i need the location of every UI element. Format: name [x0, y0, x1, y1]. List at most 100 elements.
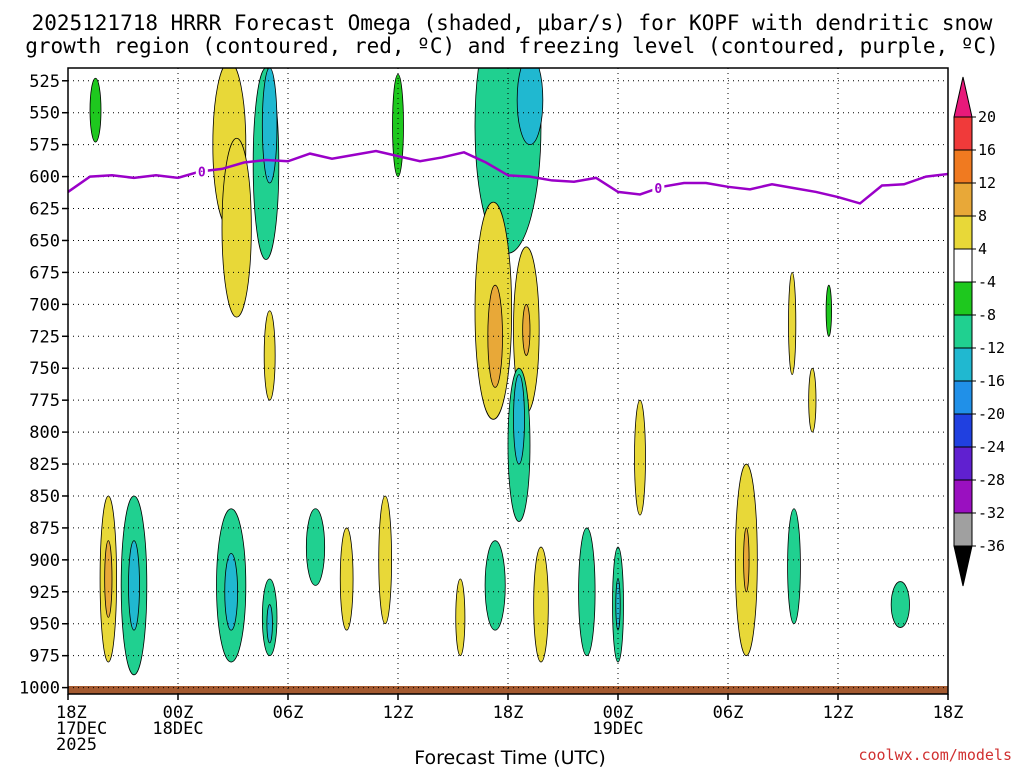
freezing-label-bg-0: [195, 163, 208, 180]
y-tick-label-825: 825: [29, 455, 60, 475]
colorbar-swatch-8: [953, 380, 973, 415]
omega-cell-16: [788, 272, 797, 376]
y-tick-label-550: 550: [29, 104, 60, 124]
colorbar-label-13: -36: [978, 537, 1005, 555]
colorbar-swatch-12: [953, 512, 973, 547]
colorbar-label-11: -28: [978, 471, 1005, 489]
colorbar-bottom-arrow: [953, 545, 973, 587]
terrain-band: [68, 686, 948, 694]
omega-cell-28: [339, 527, 354, 631]
y-tick-label-950: 950: [29, 615, 60, 635]
omega-cell-0: [89, 77, 102, 143]
omega-shading: [89, 68, 910, 676]
y-axis-ticks: 525 550 575 600 625 650 675 700 725 750 775 800 825 8…: [19, 72, 68, 699]
x-tick-label-36-0: 06Z: [713, 703, 744, 723]
freezing-label-1: 0: [654, 182, 662, 197]
colorbar-label-2: 12: [978, 174, 996, 192]
y-tick-label-975: 975: [29, 647, 60, 667]
y-tick-label-875: 875: [29, 519, 60, 539]
colorbar-swatch-11: [953, 479, 973, 514]
colorbar-swatch-9: [953, 413, 973, 448]
x-axis-label: Forecast Time (UTC): [414, 747, 605, 768]
credit-text: coolwx.com/models: [858, 746, 1012, 764]
x-tick-label-6-0: 00Z: [163, 703, 194, 723]
y-tick-label-600: 600: [29, 168, 60, 188]
colorbar-label-1: 16: [978, 141, 996, 159]
omega-cell-29: [378, 495, 392, 625]
colorbar: 20 16 12 8 4 -4 -8 -12 -16 -20 -24 -28 -32 -36: [953, 76, 1005, 587]
x-tick-label-24-0: 18Z: [493, 703, 524, 723]
omega-cell-22: [128, 540, 140, 631]
omega-cell-39: [890, 581, 910, 628]
chart-title-line-2: growth region (contoured, red, ºC) and f…: [25, 34, 999, 58]
plot-area: 00 5255505756006256506757007257507758008…: [19, 67, 963, 755]
omega-cell-12: [522, 303, 531, 356]
colorbar-label-3: 8: [978, 207, 987, 225]
omega-cell-18: [808, 367, 817, 433]
x-tick-label-30-0: 00Z: [603, 703, 634, 723]
y-tick-label-925: 925: [29, 583, 60, 603]
y-tick-label-850: 850: [29, 487, 60, 507]
omega-cell-26: [266, 604, 273, 644]
colorbar-label-9: -20: [978, 405, 1005, 423]
freezing-label-bg-1: [652, 180, 665, 197]
y-tick-label-750: 750: [29, 359, 60, 379]
y-tick-label-650: 650: [29, 231, 60, 251]
omega-cell-2: [221, 137, 252, 318]
x-tick-label-30-1: 19DEC: [592, 719, 643, 739]
colorbar-swatch-2: [953, 182, 973, 217]
omega-cell-27: [305, 508, 326, 586]
colorbar-swatch-7: [953, 347, 973, 382]
omega-cell-31: [484, 540, 506, 631]
omega-cell-8: [516, 68, 544, 146]
omega-cell-6: [392, 73, 404, 177]
y-tick-label-625: 625: [29, 200, 60, 220]
colorbar-label-5: -4: [978, 273, 996, 291]
colorbar-swatch-10: [953, 446, 973, 481]
y-tick-label-800: 800: [29, 423, 60, 443]
y-tick-label-900: 900: [29, 551, 60, 571]
colorbar-swatch-3: [953, 215, 973, 250]
omega-cell-4: [261, 68, 278, 184]
colorbar-label-10: -24: [978, 438, 1005, 456]
colorbar-top-arrow: [953, 76, 973, 118]
colorbar-label-8: -16: [978, 372, 1005, 390]
x-tick-label-12-0: 06Z: [273, 703, 304, 723]
omega-cell-5: [263, 310, 276, 401]
x-tick-label-42-0: 12Z: [823, 703, 854, 723]
y-tick-label-1000: 1000: [19, 679, 60, 699]
colorbar-swatch-0: [953, 116, 973, 151]
x-tick-label-48-0: 18Z: [933, 703, 964, 723]
freezing-level-labels: 00: [195, 163, 665, 197]
colorbar-label-12: -32: [978, 504, 1005, 522]
colorbar-label-7: -12: [978, 339, 1005, 357]
colorbar-swatch-1: [953, 149, 973, 184]
colorbar-swatch-5: [953, 281, 973, 316]
y-tick-label-675: 675: [29, 263, 60, 283]
omega-cell-14: [513, 374, 525, 465]
y-tick-label-700: 700: [29, 295, 60, 315]
omega-cell-17: [825, 284, 832, 337]
colorbar-label-4: 4: [978, 240, 987, 258]
chart-title-line-1: 2025121718 HRRR Forecast Omega (shaded, …: [32, 11, 993, 35]
colorbar-swatch-4: [953, 248, 973, 283]
x-tick-label-18-0: 12Z: [383, 703, 414, 723]
omega-cell-24: [224, 553, 238, 631]
y-tick-label-525: 525: [29, 72, 60, 92]
colorbar-label-6: -8: [978, 306, 996, 324]
omega-cell-20: [104, 540, 113, 618]
y-tick-label-575: 575: [29, 136, 60, 156]
freezing-label-0: 0: [198, 165, 206, 180]
x-tick-label-0-2: 2025: [56, 735, 97, 755]
x-tick-label-0-1: 17DEC: [56, 719, 107, 739]
omega-cell-30: [455, 578, 466, 657]
colorbar-swatch-6: [953, 314, 973, 349]
omega-cell-38: [787, 508, 801, 625]
x-tick-label-6-1: 18DEC: [152, 719, 203, 739]
y-tick-label-775: 775: [29, 391, 60, 411]
omega-cell-33: [578, 527, 596, 657]
y-tick-label-725: 725: [29, 327, 60, 347]
omega-cell-32: [533, 546, 549, 663]
